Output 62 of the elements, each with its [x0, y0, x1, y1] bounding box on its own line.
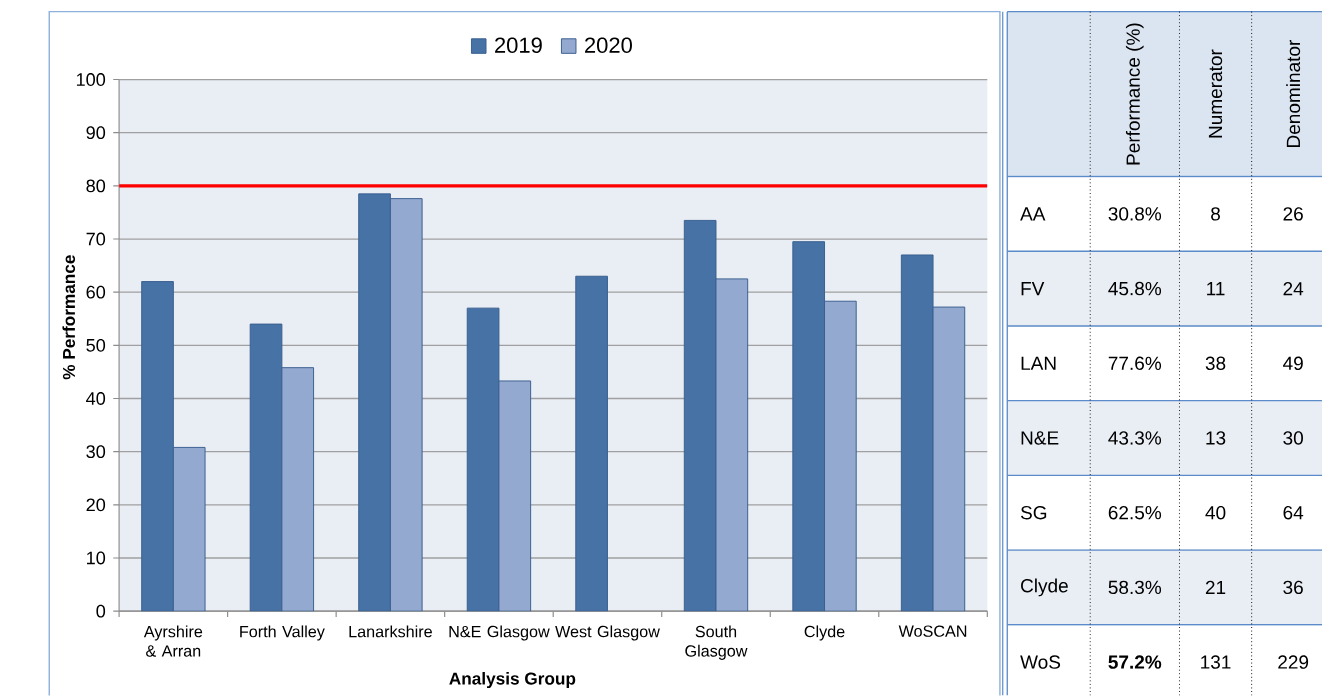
x-tick-label: WoSCAN: [898, 625, 967, 638]
x-tick-label: South Glasgow: [685, 625, 748, 661]
x-tick-label: Clyde: [804, 625, 845, 641]
bar: [575, 275, 608, 612]
y-tick-label: 10: [87, 551, 106, 565]
text: 30.8%: [1108, 207, 1162, 221]
x-axis-title: Analysis Group: [449, 672, 576, 689]
x-tick-label: Lanarkshire: [349, 625, 432, 638]
bar: [358, 193, 391, 612]
y-axis-title: % Performance: [62, 255, 76, 380]
text: 30: [1283, 431, 1303, 445]
bar: [249, 323, 283, 612]
y-tick-label: 70: [86, 232, 106, 246]
text: 45.8%: [1108, 282, 1162, 296]
text: FV: [1021, 282, 1045, 296]
y-tick-label: 90: [86, 126, 106, 140]
text: 36: [1283, 580, 1303, 595]
text: N&E: [1021, 431, 1059, 445]
legend-label: 2019: [495, 37, 542, 54]
text: 8: [1211, 207, 1220, 221]
text: 49: [1283, 356, 1303, 371]
text: 77.6%: [1108, 356, 1162, 371]
text: 26: [1283, 207, 1303, 221]
text: SG: [1020, 506, 1047, 520]
y-tick-label: 100: [76, 73, 106, 87]
text: WoS: [1020, 655, 1061, 670]
x-tick-label: West Glasgow: [555, 625, 660, 641]
text: 62.5%: [1108, 506, 1162, 520]
text: 131: [1201, 655, 1231, 670]
text: 229: [1278, 655, 1309, 670]
text: Clyde: [1021, 578, 1068, 597]
text: 13: [1206, 431, 1226, 445]
text: AA: [1020, 207, 1046, 221]
x-tick-label: Ayrshire & Arran: [143, 625, 203, 657]
category-label: Denominator: [1286, 40, 1301, 148]
bar: [466, 307, 500, 612]
category-label: Performance (%): [1125, 23, 1144, 165]
y-tick-label: 50: [86, 339, 106, 352]
text: 40: [1205, 506, 1226, 520]
y-tick-label: 60: [86, 285, 106, 299]
bar: [900, 254, 934, 612]
x-tick-label: Forth Valley: [240, 625, 325, 641]
text: 21: [1205, 580, 1226, 595]
text: 43.3%: [1108, 431, 1162, 445]
text: LAN: [1021, 356, 1056, 371]
x-tick-label: N&E Glasgow: [449, 625, 550, 641]
y-tick-label: 30: [86, 445, 106, 459]
text: 11: [1207, 282, 1225, 296]
text: 38: [1205, 356, 1226, 371]
y-tick-label: 20: [86, 498, 106, 512]
text: 58.3%: [1108, 580, 1162, 595]
text: 64: [1283, 506, 1304, 520]
category-label: Numerator: [1208, 49, 1223, 138]
text: 57.2%: [1108, 655, 1162, 670]
legend-label: 2020: [585, 37, 632, 54]
bar: [141, 281, 174, 612]
y-tick-label: 0: [96, 604, 106, 618]
text: 24: [1283, 282, 1304, 296]
y-tick-label: 80: [86, 179, 106, 193]
bar: [792, 241, 826, 612]
bar: [683, 220, 717, 612]
y-tick-label: 40: [86, 392, 106, 406]
